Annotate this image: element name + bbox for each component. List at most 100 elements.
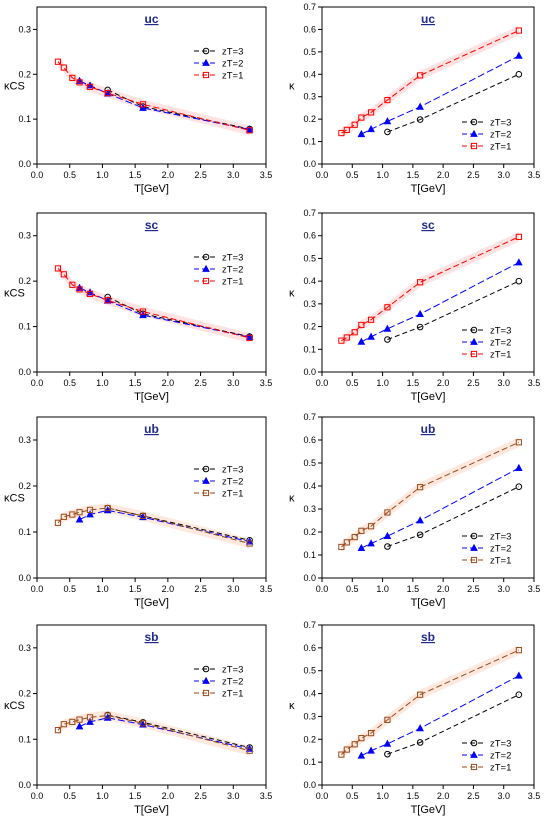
legend-marker [470,326,478,334]
y-tick-label: 0.5 [303,666,316,676]
x-tick-label: 2.5 [194,791,207,801]
y-axis-label: κCS [4,81,25,93]
x-tick-label: 1.5 [129,170,142,180]
x-tick-label: 1.0 [96,791,109,801]
series-line-zt2 [361,675,520,757]
x-axis-label: T[GeV] [411,183,446,195]
data-point-zt1 [358,735,365,742]
y-tick-label: 0.7 [303,620,316,630]
legend-label: zT=2 [222,59,243,70]
data-point-zt2 [86,510,94,518]
data-point-zt1 [69,511,76,518]
data-point-zt1 [417,72,424,79]
legend-marker [202,476,210,484]
x-tick-label: 0.5 [63,170,76,180]
legend-label: zT=2 [490,338,511,349]
x-tick-label: 0.5 [63,378,76,388]
legend-marker [202,676,210,684]
y-tick-label: 0.3 [18,643,31,653]
data-point-zt2 [383,531,392,540]
x-axis-label: T[GeV] [411,597,446,609]
x-axis-label: T[GeV] [411,804,446,816]
data-point-zt3 [384,543,391,550]
legend-label: zT=1 [222,689,243,700]
data-point-zt1 [86,506,94,514]
y-tick-label: 0.0 [303,159,316,169]
x-axis-label: T[GeV] [411,391,446,403]
data-point-zt1 [69,718,76,726]
data-point-zt2 [416,724,424,732]
x-tick-label: 1.5 [129,378,142,388]
uncertainty-band [57,57,250,136]
data-point-zt1 [86,714,94,721]
chart-panel-3: 0.0 0.5 1.0 1.5 2.0 2.5 3.0 3.5 0.0 0.1 0.2 0.3 T[Ge… [4,212,273,403]
y-tick-label: 0.6 [303,231,316,241]
chart-panel-4: 0.0 0.5 1.0 1.5 2.0 2.5 3.0 3.5 0.0 0.1 0.2 0.3 0.4 0… [289,208,540,403]
x-tick-label: 3.0 [227,170,240,180]
y-axis-label: κCS [4,288,25,300]
data-point-zt1 [351,533,358,541]
legend-label: zT=3 [490,326,511,337]
x-tick-label: 0.0 [31,584,44,594]
legend-label: zT=3 [222,47,243,58]
y-tick-label: 0.6 [303,435,316,445]
x-tick-label: 0.0 [316,584,329,594]
x-tick-label: 0.0 [31,378,44,388]
data-point-zt3 [515,691,523,699]
plot-frame [36,416,267,579]
legend-label: zT=3 [490,532,511,543]
chart-panel-7: 0.0 0.5 1.0 1.5 2.0 2.5 3.0 3.5 0.0 0.1 0.2 0.3 T[Ge… [4,624,272,816]
x-tick-label: 2.0 [162,584,175,594]
x-tick-label: 1.5 [407,791,420,801]
data-point-zt1 [417,279,424,286]
data-point-zt2 [103,713,112,721]
data-point-zt1 [384,304,391,311]
y-tick-label: 0.0 [18,367,31,377]
x-tick-label: 3.5 [260,378,273,388]
data-point-zt1 [367,523,375,530]
chart-title: ub [421,422,436,436]
data-point-zt1 [351,121,358,128]
y-axis-label: κCS [4,493,25,505]
x-tick-label: 2.0 [437,170,450,180]
uncertainty-band [341,645,519,760]
series-line-zt1 [341,441,520,548]
y-tick-label: 0.3 [303,92,316,102]
x-tick-label: 2.5 [467,584,480,594]
legend-label: zT=3 [490,118,511,129]
x-tick-label: 3.0 [497,584,510,594]
x-tick-label: 1.0 [96,584,109,594]
legend-marker [470,739,478,747]
series-line-zt3 [387,280,520,340]
data-point-zt1 [515,647,522,654]
data-point-zt1 [69,281,76,288]
plot-frame [321,6,535,165]
legend-marker [470,543,478,551]
plot-frame [321,624,535,786]
legend-marker [202,47,210,55]
y-tick-label: 0.1 [18,322,31,332]
data-point-zt1 [515,233,522,240]
x-axis-label: T[GeV] [134,804,169,816]
legend-label: zT=1 [222,277,243,288]
legend-marker [202,253,210,261]
y-tick-label: 0.2 [18,689,31,699]
uncertainty-band [341,437,519,552]
x-tick-label: 0.5 [346,378,359,388]
uncertainty-band [57,263,250,343]
data-point-zt1 [76,509,83,516]
legend-marker [470,350,478,358]
data-point-zt1 [139,512,147,519]
data-point-zt1 [417,484,424,491]
data-point-zt1 [139,308,147,315]
y-tick-label: 0.0 [18,573,31,583]
plot-frame [36,212,267,373]
x-tick-label: 2.0 [437,791,450,801]
x-tick-label: 2.0 [437,378,450,388]
y-tick-label: 0.3 [18,24,31,34]
x-tick-label: 2.0 [437,584,450,594]
data-point-zt2 [383,739,392,747]
y-tick-label: 0.1 [303,550,316,560]
uncertainty-band [57,503,250,549]
data-point-zt2 [383,117,392,125]
